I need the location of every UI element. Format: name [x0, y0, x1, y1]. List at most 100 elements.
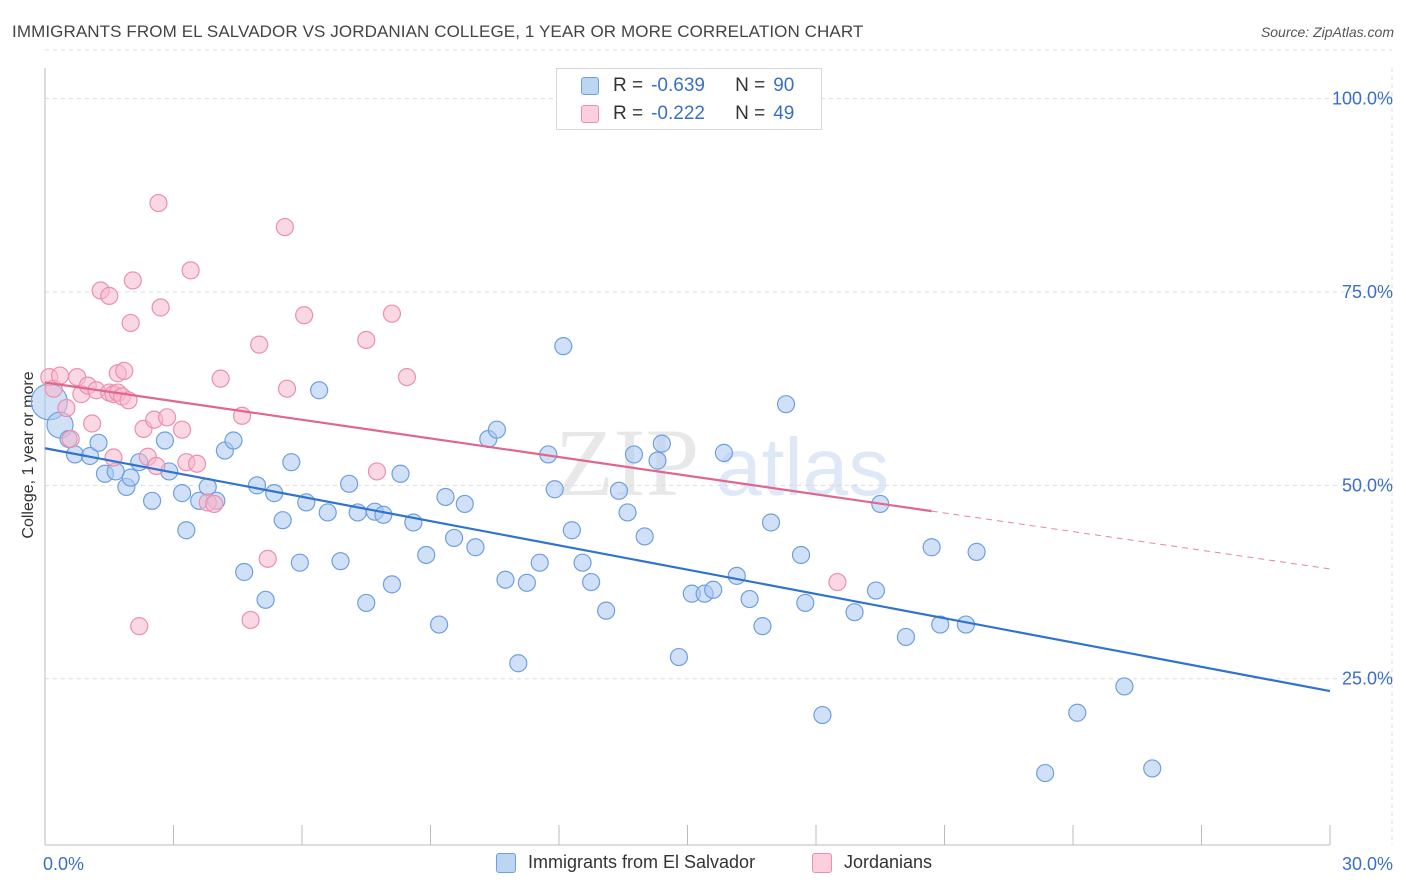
el-salvador-point — [896, 627, 916, 647]
jordanians-point — [295, 306, 314, 325]
el-salvador-point — [530, 553, 549, 572]
jordanians-point — [181, 261, 200, 280]
jordanians-point — [172, 420, 192, 439]
y-tick-label: 25.0% — [1342, 669, 1393, 689]
jordanians-point — [115, 361, 134, 381]
el-salvador-point — [1068, 703, 1087, 722]
el-salvador-point — [466, 538, 485, 557]
el-salvador-point — [142, 491, 162, 510]
el-salvador-point — [669, 647, 689, 667]
el-salvador-point — [967, 542, 986, 561]
el-salvador-point — [517, 573, 536, 592]
axes-layer — [44, 68, 1331, 846]
el-salvador-point — [318, 503, 337, 522]
el-salvador-point — [487, 420, 506, 439]
stats-legend: R = -0.639 N = 90 R = -0.222 N = 49 — [556, 68, 822, 130]
el-salvador-point — [609, 481, 629, 500]
jordanians-point — [61, 429, 80, 449]
jordanians-point — [100, 286, 119, 305]
el-salvador-point — [813, 705, 832, 725]
jordanians-point — [147, 456, 166, 476]
jordanians-point — [151, 298, 170, 317]
x-tick-label: 30.0% — [1342, 854, 1393, 874]
jordanians-point — [187, 454, 207, 473]
el-salvador-point — [89, 433, 108, 452]
el-salvador-point — [340, 474, 359, 493]
el-salvador-point — [436, 487, 455, 507]
stats-legend-row-blue: R = -0.639 N = 90 — [581, 74, 794, 98]
el-salvador-point — [177, 521, 196, 540]
legend-item-jordanians: Jordanians — [812, 852, 932, 873]
el-salvador-point — [496, 570, 515, 589]
el-salvador-point — [172, 484, 192, 503]
jordanians-point — [57, 398, 76, 418]
el-salvador-point — [509, 654, 528, 673]
n-label: N = — [735, 103, 766, 124]
el-salvador-point — [652, 434, 671, 453]
jordanians-point — [275, 217, 294, 237]
trend-layer — [44, 381, 1331, 693]
el-salvador-point — [374, 505, 393, 524]
el-salvador-point — [704, 580, 723, 599]
jordanians-point — [121, 313, 140, 333]
jordanians-point — [250, 335, 269, 354]
pink-swatch — [581, 105, 599, 123]
legend-item-el-salvador: Immigrants from El Salvador — [496, 852, 755, 873]
el-salvador-point — [357, 593, 376, 613]
jordanians-point — [157, 408, 177, 427]
legend-label: Immigrants from El Salvador — [528, 852, 756, 872]
el-salvador-point — [235, 562, 254, 582]
jordanians-point — [241, 610, 260, 630]
el-salvador-point — [597, 601, 616, 620]
jordanians-point — [211, 369, 230, 388]
el-salvador-point — [1143, 759, 1162, 778]
el-salvador-point — [417, 545, 436, 565]
el-salvador-point — [224, 431, 243, 450]
jordanians-point — [149, 193, 168, 213]
blue-swatch — [581, 77, 599, 95]
el-salvador-point — [391, 464, 410, 483]
bottom-legend: Immigrants from El Salvador Jordanians — [0, 852, 1406, 876]
el-salvador-point — [545, 480, 564, 499]
jordanians-point — [83, 414, 102, 433]
tick-label-layer: 25.0% 50.0% 75.0% 100.0% 0.0% 30.0% — [43, 89, 1393, 874]
el-salvador-point — [761, 513, 781, 532]
el-salvador-point — [121, 468, 140, 487]
el-salvador-point — [714, 443, 734, 462]
jordanians-point — [130, 617, 149, 636]
pink-swatch — [812, 852, 832, 873]
y-tick-label: 50.0% — [1342, 475, 1393, 495]
r-value: -0.639 — [651, 75, 705, 96]
jordanians-point — [205, 494, 224, 514]
el-salvador-point — [273, 511, 292, 530]
el-salvador-point — [331, 552, 350, 571]
el-salvador-point — [444, 528, 464, 548]
jordanians-point — [104, 448, 123, 467]
source-label: Source: ZipAtlas.com — [1260, 24, 1394, 40]
r-label: R = — [613, 75, 644, 96]
jordanians-trend-line — [44, 381, 932, 513]
blue-swatch — [496, 852, 516, 873]
jordanians-point — [397, 367, 417, 387]
el-salvador-point — [796, 593, 815, 613]
el-salvador-point — [956, 615, 976, 634]
el-salvador-point — [624, 445, 644, 464]
jordanians-point — [357, 330, 376, 350]
y-tick-label: 100.0% — [1332, 89, 1393, 109]
el-salvador-point — [753, 617, 772, 636]
el-salvador-point — [155, 431, 175, 450]
el-salvador-point — [562, 521, 581, 540]
watermark-zip: ZIP — [555, 409, 699, 516]
el-salvador-point — [648, 451, 667, 470]
watermark-atlas: atlas — [716, 422, 889, 513]
chart-title: IMMIGRANTS FROM EL SALVADOR VS JORDANIAN… — [12, 22, 864, 41]
el-salvador-point — [282, 453, 301, 472]
el-salvador-point — [618, 503, 637, 522]
el-salvador-point — [429, 615, 449, 634]
legend-label: Jordanians — [844, 852, 933, 872]
el-salvador-point — [791, 545, 811, 565]
el-salvador-point — [1115, 677, 1134, 696]
x-tick-label: 0.0% — [43, 854, 84, 874]
el-salvador-point — [455, 494, 474, 514]
